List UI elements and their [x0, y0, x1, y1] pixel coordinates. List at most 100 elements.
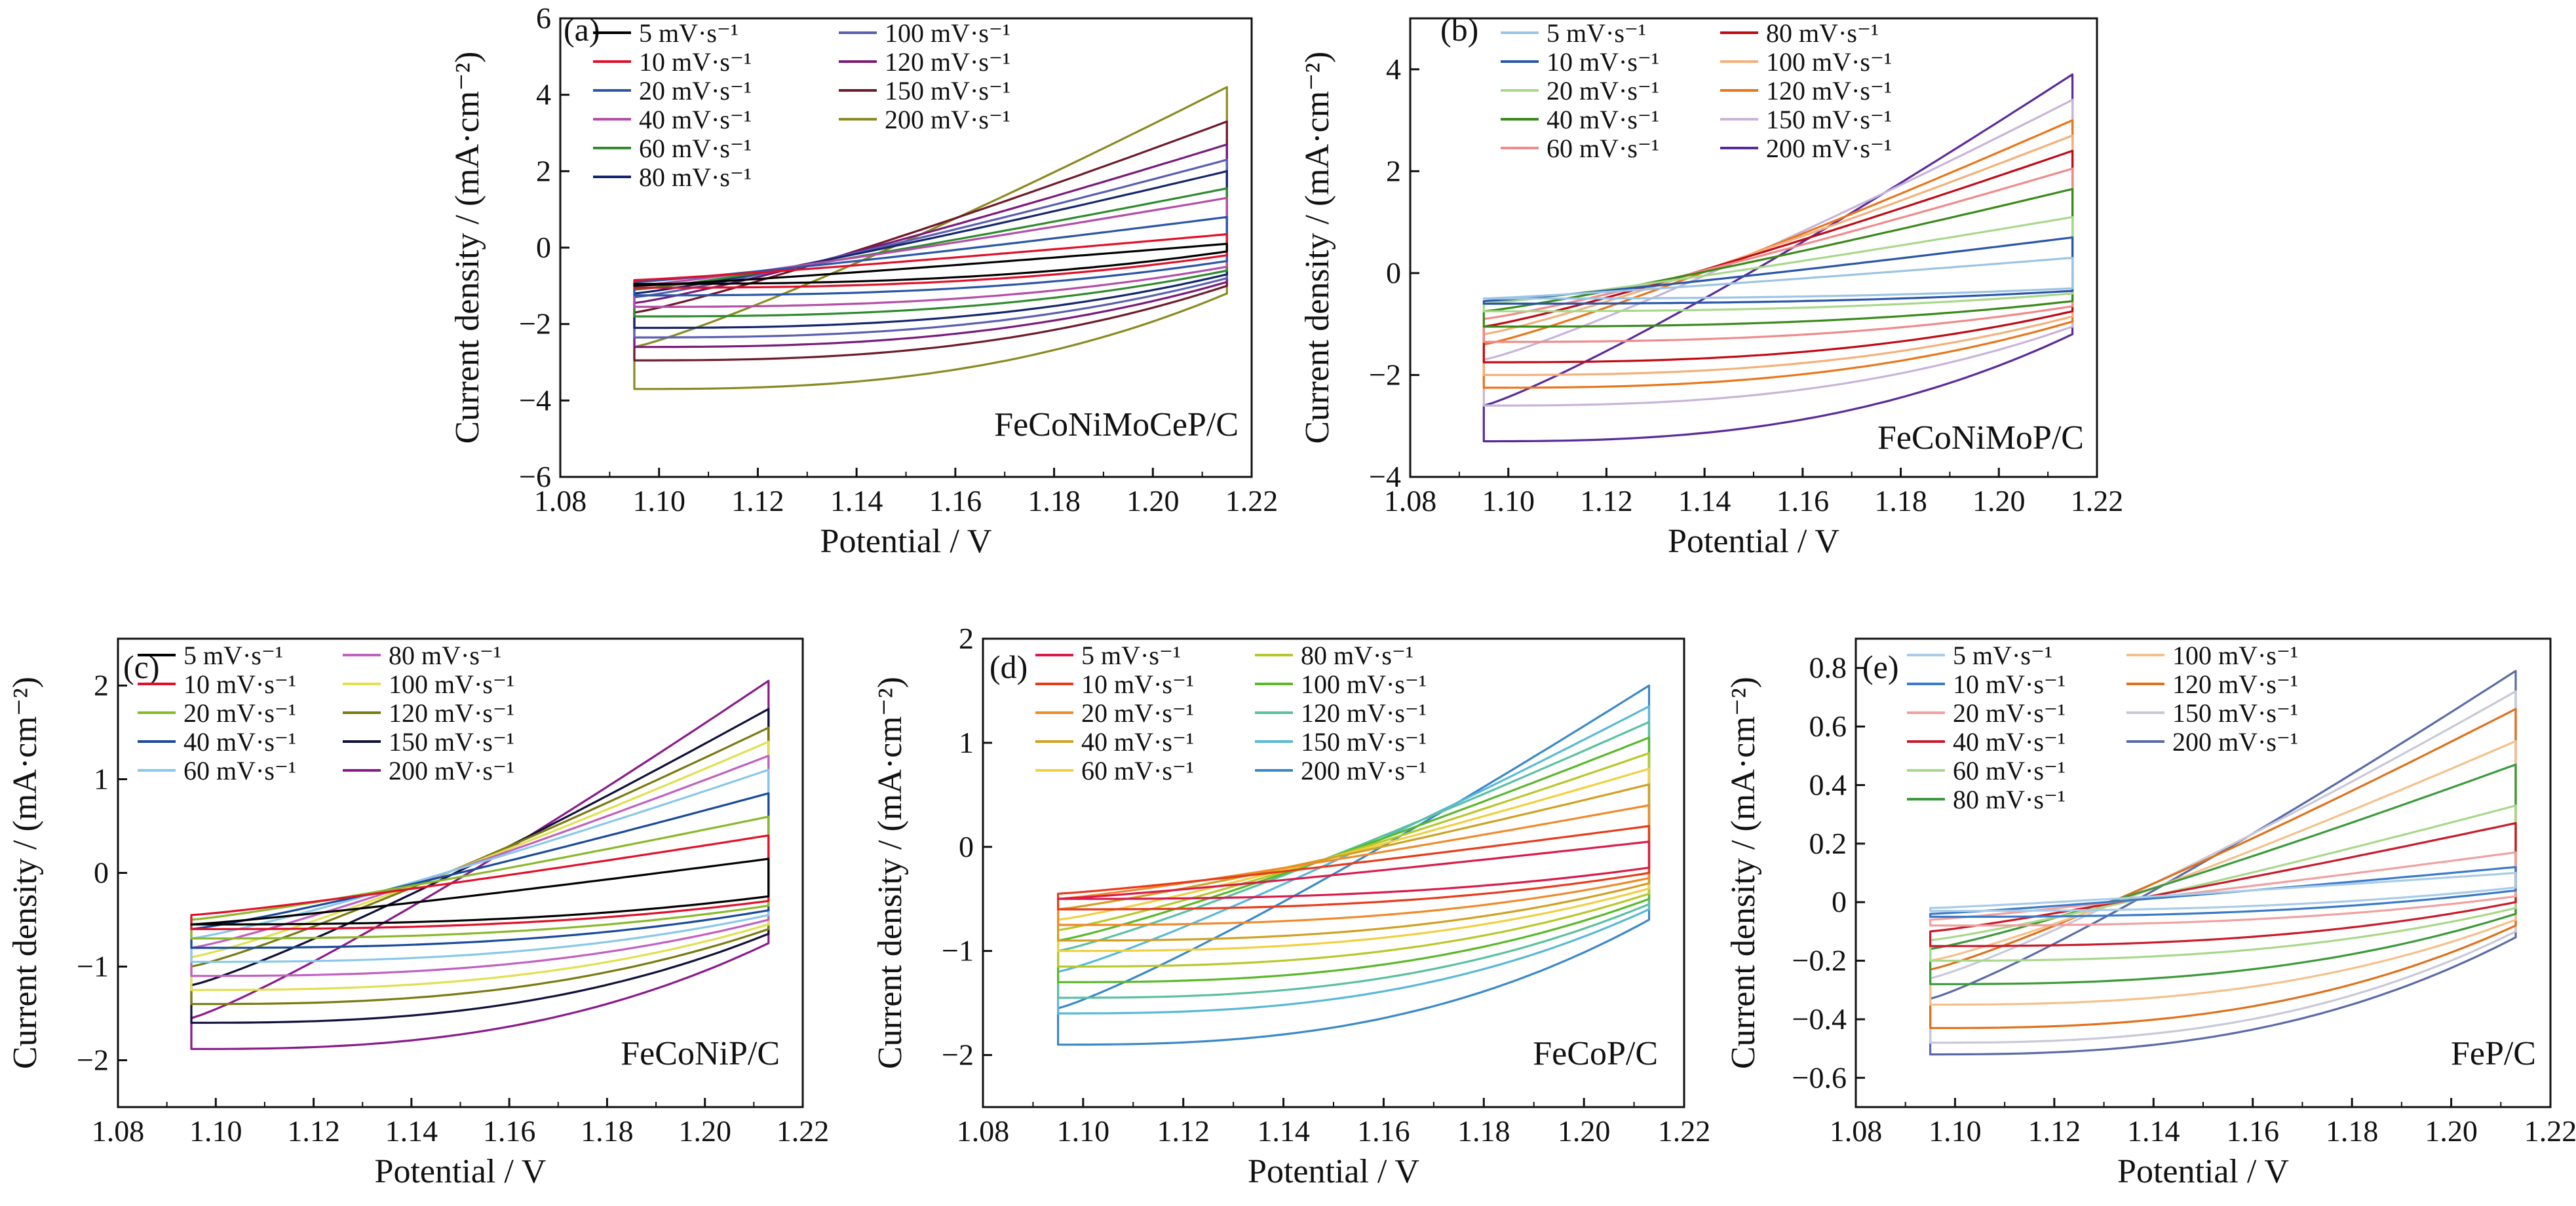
- x-tick-label: 1.08: [1830, 1114, 1883, 1148]
- legend-entry: 200 mV·s⁻¹: [885, 105, 1010, 134]
- legend-entry: 40 mV·s⁻¹: [639, 105, 752, 134]
- legend-entry: 100 mV·s⁻¹: [389, 669, 514, 699]
- legend-entry: 20 mV·s⁻¹: [183, 698, 296, 728]
- x-tick-label: 1.20: [678, 1114, 731, 1148]
- sample-label: FeCoNiMoP/C: [1877, 419, 2084, 457]
- legend-entry: 5 mV·s⁻¹: [183, 641, 283, 670]
- x-tick-label: 1.14: [385, 1114, 438, 1148]
- x-tick-label: 1.22: [2524, 1114, 2576, 1148]
- x-tick-label: 1.12: [2028, 1114, 2081, 1148]
- x-tick-label: 1.10: [189, 1114, 242, 1148]
- series-line-2: [1929, 866, 2517, 918]
- legend-entry: 10 mV·s⁻¹: [183, 669, 296, 699]
- y-tick-label: 4: [536, 78, 551, 111]
- series-line-3: [1057, 804, 1651, 926]
- x-tick-label: 1.12: [731, 484, 784, 518]
- x-tick-label: 1.10: [632, 484, 685, 518]
- legend-entry: 150 mV·s⁻¹: [1766, 105, 1892, 134]
- legend-entry: 120 mV·s⁻¹: [389, 698, 514, 728]
- y-tick-label: 2: [536, 154, 551, 187]
- sample-label: FeCoP/C: [1533, 1035, 1658, 1072]
- y-tick-label: −6: [519, 460, 551, 493]
- legend-entry: 100 mV·s⁻¹: [2172, 641, 2298, 670]
- x-tick-label: 1.16: [1777, 484, 1830, 518]
- legend-entry: 40 mV·s⁻¹: [1081, 727, 1194, 757]
- y-tick-label: −1: [942, 934, 974, 968]
- legend-entry: 40 mV·s⁻¹: [1547, 105, 1659, 134]
- legend-entry: 120 mV·s⁻¹: [2172, 669, 2298, 699]
- legend-entry: 120 mV·s⁻¹: [885, 47, 1010, 77]
- legend-entry: 5 mV·s⁻¹: [1953, 641, 2052, 670]
- x-tick-label: 1.16: [483, 1114, 536, 1148]
- x-tick-label: 1.18: [1028, 484, 1081, 518]
- x-tick-label: 1.08: [957, 1114, 1010, 1148]
- x-tick-label: 1.14: [1678, 484, 1731, 518]
- x-tick-label: 1.08: [534, 484, 587, 518]
- x-tick-label: 1.14: [1257, 1114, 1310, 1148]
- y-tick-label: −0.4: [1792, 1002, 1847, 1036]
- legend-entry: 20 mV·s⁻¹: [639, 76, 752, 105]
- series-line-10: [1929, 669, 2517, 1056]
- series-line-8: [190, 726, 770, 1006]
- series-line-1: [633, 242, 1228, 287]
- y-tick-label: 0: [94, 856, 109, 890]
- y-axis-label: Current density / (mA·cm⁻²): [7, 677, 44, 1069]
- series-line-3: [1482, 216, 2074, 312]
- x-tick-label: 1.12: [287, 1114, 340, 1148]
- legend: 5 mV·s⁻¹10 mV·s⁻¹20 mV·s⁻¹40 mV·s⁻¹60 mV…: [138, 641, 514, 785]
- series-line-10: [1057, 684, 1651, 1046]
- x-tick-label: 1.18: [2326, 1114, 2379, 1148]
- series-line-8: [1929, 707, 2517, 1029]
- panel-label: (e): [1862, 649, 1899, 685]
- x-tick-label: 1.08: [92, 1114, 145, 1148]
- x-tick-label: 1.20: [1126, 484, 1180, 518]
- series-line-9: [1482, 98, 2074, 407]
- sample-label: FeP/C: [2451, 1035, 2536, 1072]
- legend-entry: 80 mV·s⁻¹: [389, 641, 501, 670]
- legend-entry: 100 mV·s⁻¹: [1766, 47, 1892, 77]
- y-tick-label: 6: [536, 1, 551, 35]
- y-axis-label: Current density / (mA·cm⁻²): [1299, 51, 1336, 443]
- chart-panel-4: 1.08 1.10 1.12 1.14 1.16 1.18 1.20 1.22 −2 −1 0 1 2 P…: [872, 622, 1710, 1190]
- x-axis-label: Potential / V: [375, 1153, 547, 1190]
- legend-entry: 20 mV·s⁻¹: [1081, 698, 1194, 728]
- legend-entry: 60 mV·s⁻¹: [183, 756, 296, 785]
- series-line-2: [190, 834, 770, 930]
- x-tick-label: 1.20: [2425, 1114, 2478, 1148]
- legend: 5 mV·s⁻¹10 mV·s⁻¹20 mV·s⁻¹40 mV·s⁻¹60 mV…: [1035, 641, 1427, 785]
- legend-entry: 100 mV·s⁻¹: [885, 18, 1010, 48]
- y-tick-label: 0: [1832, 885, 1847, 918]
- legend-entry: 150 mV·s⁻¹: [389, 727, 514, 757]
- series-line-6: [1057, 752, 1651, 968]
- legend-entry: 200 mV·s⁻¹: [1766, 134, 1892, 163]
- legend-entry: 20 mV·s⁻¹: [1547, 76, 1659, 105]
- x-tick-label: 1.14: [2127, 1114, 2180, 1148]
- series-line-1: [190, 857, 770, 926]
- y-tick-label: −2: [942, 1038, 974, 1072]
- legend-entry: 10 mV·s⁻¹: [639, 47, 752, 77]
- y-tick-label: 0: [536, 231, 551, 264]
- x-tick-label: 1.08: [1384, 484, 1437, 518]
- legend-entry: 10 mV·s⁻¹: [1953, 669, 2066, 699]
- x-axis-label: Potential / V: [820, 523, 992, 560]
- y-axis-label: Current density / (mA·cm⁻²): [449, 51, 486, 443]
- x-tick-label: 1.18: [1457, 1114, 1510, 1148]
- series-line-7: [190, 740, 770, 991]
- legend-entry: 150 mV·s⁻¹: [1301, 727, 1427, 757]
- x-axis-label: Potential / V: [2117, 1153, 2289, 1190]
- x-tick-label: 1.12: [1157, 1114, 1210, 1148]
- legend-entry: 60 mV·s⁻¹: [639, 134, 752, 163]
- series-line-2: [633, 233, 1228, 289]
- x-tick-label: 1.20: [1558, 1114, 1611, 1148]
- y-tick-label: −0.6: [1792, 1061, 1847, 1094]
- series-line-1: [1929, 871, 2517, 913]
- x-tick-label: 1.22: [1225, 484, 1278, 518]
- series-line-2: [1482, 236, 2074, 305]
- legend-entry: 40 mV·s⁻¹: [1953, 727, 2066, 757]
- x-tick-label: 1.10: [1482, 484, 1535, 518]
- series-line-9: [1057, 705, 1651, 1015]
- x-tick-label: 1.10: [1057, 1114, 1110, 1148]
- series-line-2: [1057, 825, 1651, 911]
- legend-entry: 5 mV·s⁻¹: [1081, 641, 1181, 670]
- legend-entry: 200 mV·s⁻¹: [2172, 727, 2298, 757]
